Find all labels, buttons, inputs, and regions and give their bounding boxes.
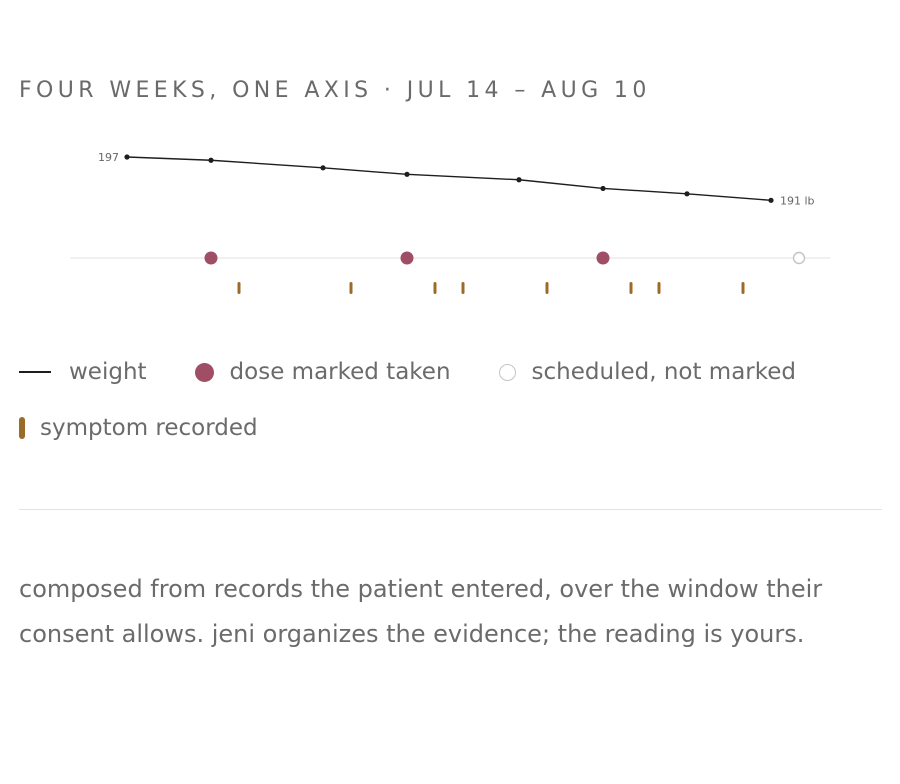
- dose-taken-marker-1: [204, 251, 218, 265]
- legend-item-weight: weight: [19, 359, 147, 385]
- legend-dot-swatch: [194, 362, 214, 382]
- weight-line: [126, 156, 772, 202]
- weight-point-5: [516, 177, 522, 183]
- provenance-note: composed from records the patient entere…: [19, 575, 823, 648]
- legend-ring-swatch: [498, 363, 516, 381]
- weight-point-1: [124, 154, 130, 160]
- legend-tick-swatch: [19, 417, 25, 439]
- symptom-tick-1: [237, 282, 241, 294]
- section-divider: [19, 509, 882, 510]
- legend-item-dose-taken: dose marked taken: [194, 359, 451, 385]
- symptom-tick-2: [349, 282, 353, 294]
- symptom-tick-4: [461, 282, 465, 294]
- dose-taken-marker-3: [596, 251, 610, 265]
- weight-point-4: [404, 171, 410, 177]
- legend-item-symptom: symptom recorded: [19, 415, 258, 441]
- legend-label-symptom: symptom recorded: [40, 415, 258, 441]
- weight-point-8: [768, 197, 774, 203]
- weight-point-2: [208, 157, 214, 163]
- symptom-tick-7: [657, 282, 661, 294]
- legend-label-scheduled: scheduled, not marked: [531, 359, 797, 385]
- legend-label-dose-taken: dose marked taken: [229, 359, 451, 385]
- chart-legend: weight dose marked taken scheduled, not …: [19, 357, 844, 387]
- weight-end-label: 191 lb: [780, 194, 815, 207]
- legend-line-swatch: [19, 371, 51, 373]
- legend-label-weight: weight: [69, 359, 147, 385]
- symptom-tick-6: [629, 282, 633, 294]
- weight-point-3: [320, 165, 326, 171]
- chart-legend-second-row: symptom recorded: [19, 413, 306, 443]
- weight-dose-chart: 197 191 lb: [70, 151, 830, 294]
- legend-item-scheduled: scheduled, not marked: [498, 359, 797, 385]
- dose-scheduled-marker-1: [792, 251, 806, 265]
- weight-point-7: [684, 191, 690, 197]
- weight-start-label: 197: [98, 151, 119, 164]
- symptom-tick-8: [741, 282, 745, 294]
- chart-title: FOUR WEEKS, ONE AXIS · JUL 14 – AUG 10: [19, 78, 651, 103]
- weight-point-6: [600, 185, 606, 192]
- symptom-tick-5: [545, 282, 549, 294]
- dose-taken-marker-2: [400, 251, 414, 265]
- symptom-tick-3: [433, 282, 437, 294]
